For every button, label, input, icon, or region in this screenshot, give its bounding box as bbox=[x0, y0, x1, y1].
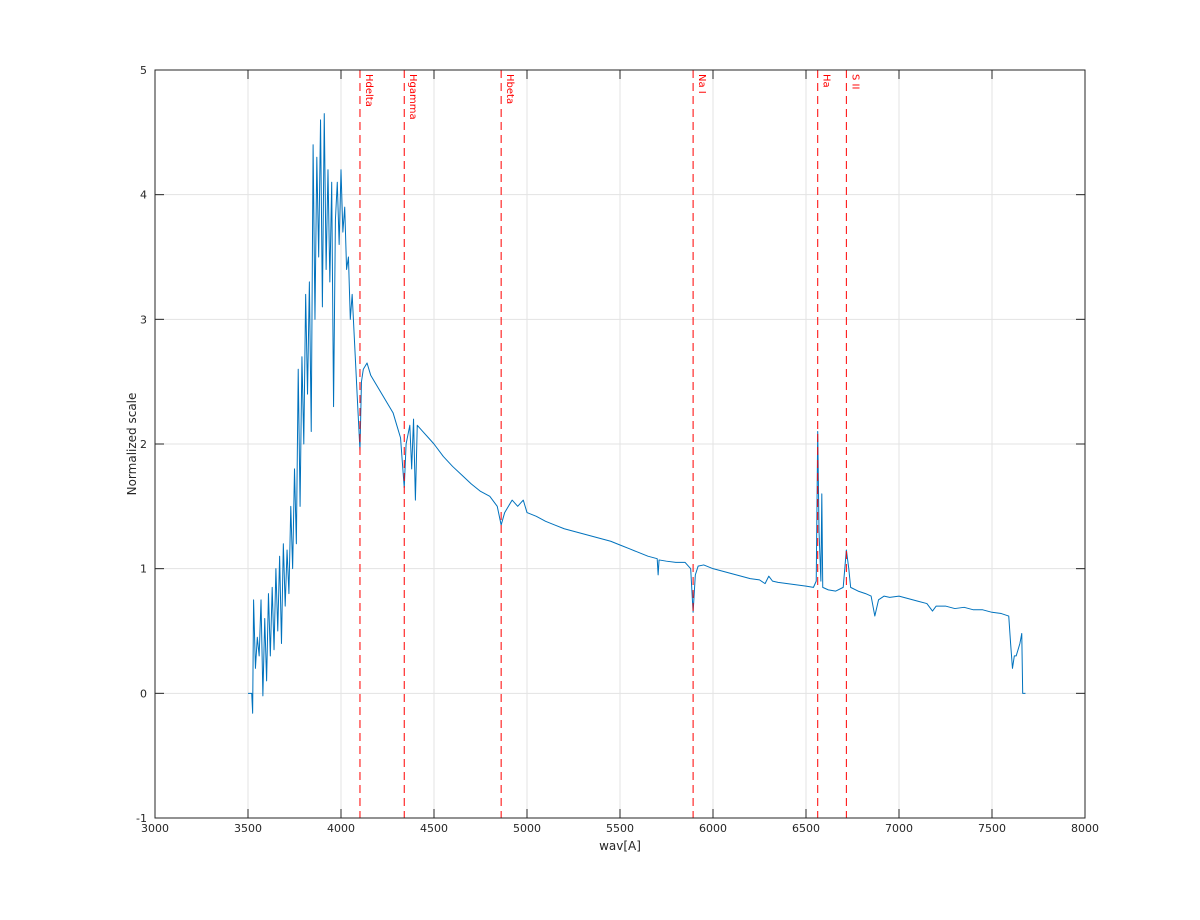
x-tick-label: 7000 bbox=[885, 822, 913, 835]
annotation-label: Na I bbox=[696, 74, 707, 94]
x-tick-label: 3000 bbox=[141, 822, 169, 835]
y-tick-label: 4 bbox=[140, 189, 147, 202]
annotation-label: S II bbox=[849, 74, 860, 89]
x-tick-label: 3500 bbox=[234, 822, 262, 835]
y-tick-label: 1 bbox=[140, 563, 147, 576]
x-tick-label: 4000 bbox=[327, 822, 355, 835]
annotation-label: Hgamma bbox=[407, 74, 418, 120]
annotation-label: Hdelta bbox=[363, 74, 374, 107]
x-tick-label: 4500 bbox=[420, 822, 448, 835]
y-tick-label: 3 bbox=[140, 313, 147, 326]
y-tick-label: -1 bbox=[136, 812, 147, 825]
x-tick-label: 5500 bbox=[606, 822, 634, 835]
y-axis-label: Normalized scale bbox=[125, 393, 139, 496]
axes-box bbox=[154, 69, 1086, 819]
x-tick-label: 8000 bbox=[1071, 822, 1099, 835]
x-tick-label: 7500 bbox=[978, 822, 1006, 835]
x-tick-label: 6500 bbox=[792, 822, 820, 835]
annotation-label: Ha bbox=[821, 74, 832, 88]
x-axis-label: wav[A] bbox=[599, 839, 641, 853]
x-tick-label: 6000 bbox=[699, 822, 727, 835]
y-tick-label: 0 bbox=[140, 687, 147, 700]
annotation-label: Hbeta bbox=[504, 74, 515, 104]
y-tick-label: 5 bbox=[140, 64, 147, 77]
x-tick-label: 5000 bbox=[513, 822, 541, 835]
spectrum-line bbox=[248, 113, 1026, 714]
y-tick-label: 2 bbox=[140, 438, 147, 451]
